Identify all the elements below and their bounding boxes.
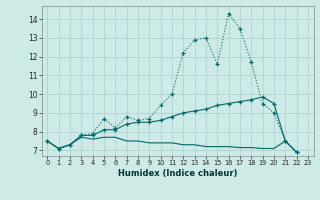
X-axis label: Humidex (Indice chaleur): Humidex (Indice chaleur)	[118, 169, 237, 178]
